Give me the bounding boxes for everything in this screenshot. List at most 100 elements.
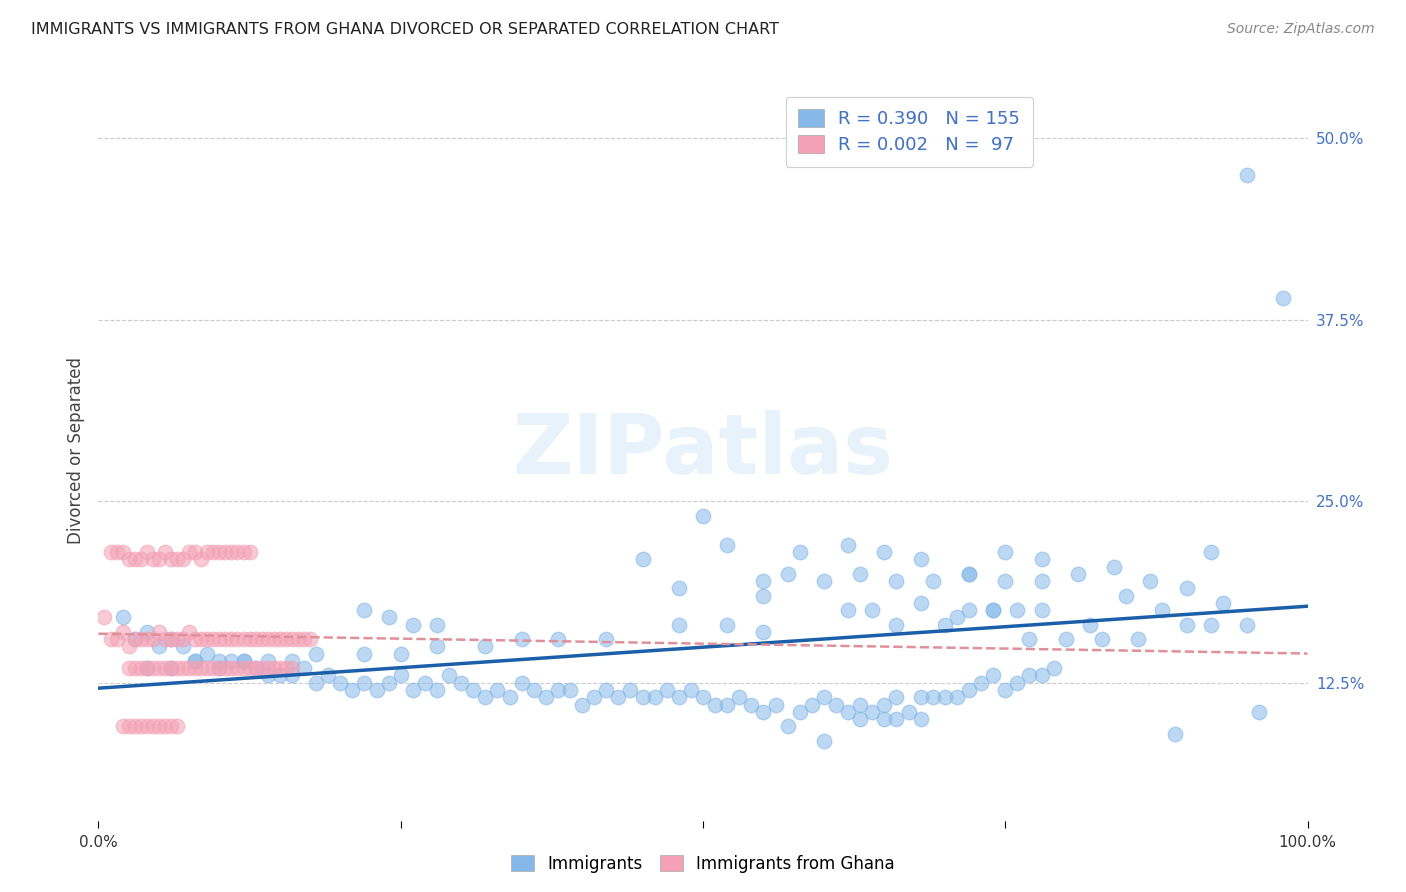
Point bbox=[1031, 603, 1053, 617]
Point bbox=[281, 661, 304, 675]
Point bbox=[860, 705, 883, 719]
Point bbox=[426, 617, 449, 632]
Point bbox=[837, 705, 859, 719]
Point bbox=[510, 632, 533, 647]
Point bbox=[305, 647, 328, 661]
Point bbox=[595, 683, 617, 698]
Legend: R = 0.390   N = 155, R = 0.002   N =  97: R = 0.390 N = 155, R = 0.002 N = 97 bbox=[786, 96, 1032, 167]
Point bbox=[148, 661, 170, 675]
Point bbox=[1139, 574, 1161, 588]
Point bbox=[342, 683, 364, 698]
Point bbox=[740, 698, 762, 712]
Point bbox=[910, 690, 932, 705]
Point bbox=[118, 719, 141, 733]
Point bbox=[269, 668, 291, 682]
Point bbox=[153, 661, 176, 675]
Point bbox=[111, 545, 134, 559]
Point bbox=[668, 617, 690, 632]
Point bbox=[583, 690, 606, 705]
Point bbox=[571, 698, 593, 712]
Point bbox=[105, 545, 128, 559]
Point bbox=[523, 683, 546, 698]
Point bbox=[837, 603, 859, 617]
Point bbox=[1078, 617, 1101, 632]
Point bbox=[160, 632, 183, 647]
Point bbox=[93, 610, 115, 624]
Point bbox=[1199, 617, 1222, 632]
Point bbox=[245, 632, 267, 647]
Point bbox=[886, 574, 908, 588]
Point bbox=[849, 698, 872, 712]
Point bbox=[221, 632, 243, 647]
Point bbox=[353, 675, 375, 690]
Point bbox=[716, 698, 738, 712]
Point bbox=[329, 675, 352, 690]
Point bbox=[704, 698, 727, 712]
Point bbox=[153, 545, 176, 559]
Point bbox=[910, 596, 932, 610]
Point bbox=[226, 661, 249, 675]
Point bbox=[232, 654, 254, 668]
Point bbox=[118, 661, 141, 675]
Point bbox=[1054, 632, 1077, 647]
Point bbox=[129, 719, 152, 733]
Point bbox=[124, 661, 146, 675]
Point bbox=[534, 690, 557, 705]
Point bbox=[100, 545, 122, 559]
Legend: Immigrants, Immigrants from Ghana: Immigrants, Immigrants from Ghana bbox=[505, 848, 901, 880]
Point bbox=[135, 545, 157, 559]
Point bbox=[1007, 603, 1029, 617]
Point bbox=[800, 698, 823, 712]
Point bbox=[837, 538, 859, 552]
Point bbox=[413, 675, 436, 690]
Point bbox=[245, 661, 267, 675]
Point bbox=[281, 632, 304, 647]
Point bbox=[873, 545, 896, 559]
Point bbox=[221, 545, 243, 559]
Point bbox=[111, 624, 134, 639]
Point bbox=[752, 705, 775, 719]
Point bbox=[1042, 661, 1064, 675]
Point bbox=[269, 661, 291, 675]
Point bbox=[124, 632, 146, 647]
Point bbox=[195, 661, 218, 675]
Point bbox=[124, 632, 146, 647]
Point bbox=[692, 690, 714, 705]
Point bbox=[148, 624, 170, 639]
Point bbox=[239, 545, 262, 559]
Point bbox=[981, 603, 1004, 617]
Point bbox=[1018, 632, 1040, 647]
Point bbox=[281, 654, 304, 668]
Point bbox=[655, 683, 678, 698]
Point bbox=[1152, 603, 1174, 617]
Point bbox=[148, 719, 170, 733]
Point bbox=[160, 661, 183, 675]
Point bbox=[813, 733, 835, 747]
Point bbox=[263, 661, 285, 675]
Point bbox=[934, 617, 956, 632]
Point bbox=[789, 545, 811, 559]
Point bbox=[510, 675, 533, 690]
Point bbox=[160, 719, 183, 733]
Point bbox=[389, 668, 412, 682]
Point bbox=[825, 698, 848, 712]
Point bbox=[135, 661, 157, 675]
Point bbox=[873, 712, 896, 726]
Point bbox=[124, 552, 146, 566]
Point bbox=[897, 705, 920, 719]
Point bbox=[981, 668, 1004, 682]
Point bbox=[644, 690, 666, 705]
Point bbox=[184, 661, 207, 675]
Point bbox=[716, 538, 738, 552]
Point bbox=[402, 617, 425, 632]
Point bbox=[153, 719, 176, 733]
Point bbox=[142, 632, 165, 647]
Point bbox=[118, 640, 141, 654]
Point bbox=[214, 632, 236, 647]
Point bbox=[1115, 589, 1137, 603]
Point bbox=[957, 683, 980, 698]
Point bbox=[1102, 559, 1125, 574]
Point bbox=[256, 668, 278, 682]
Point bbox=[142, 661, 165, 675]
Point bbox=[135, 661, 157, 675]
